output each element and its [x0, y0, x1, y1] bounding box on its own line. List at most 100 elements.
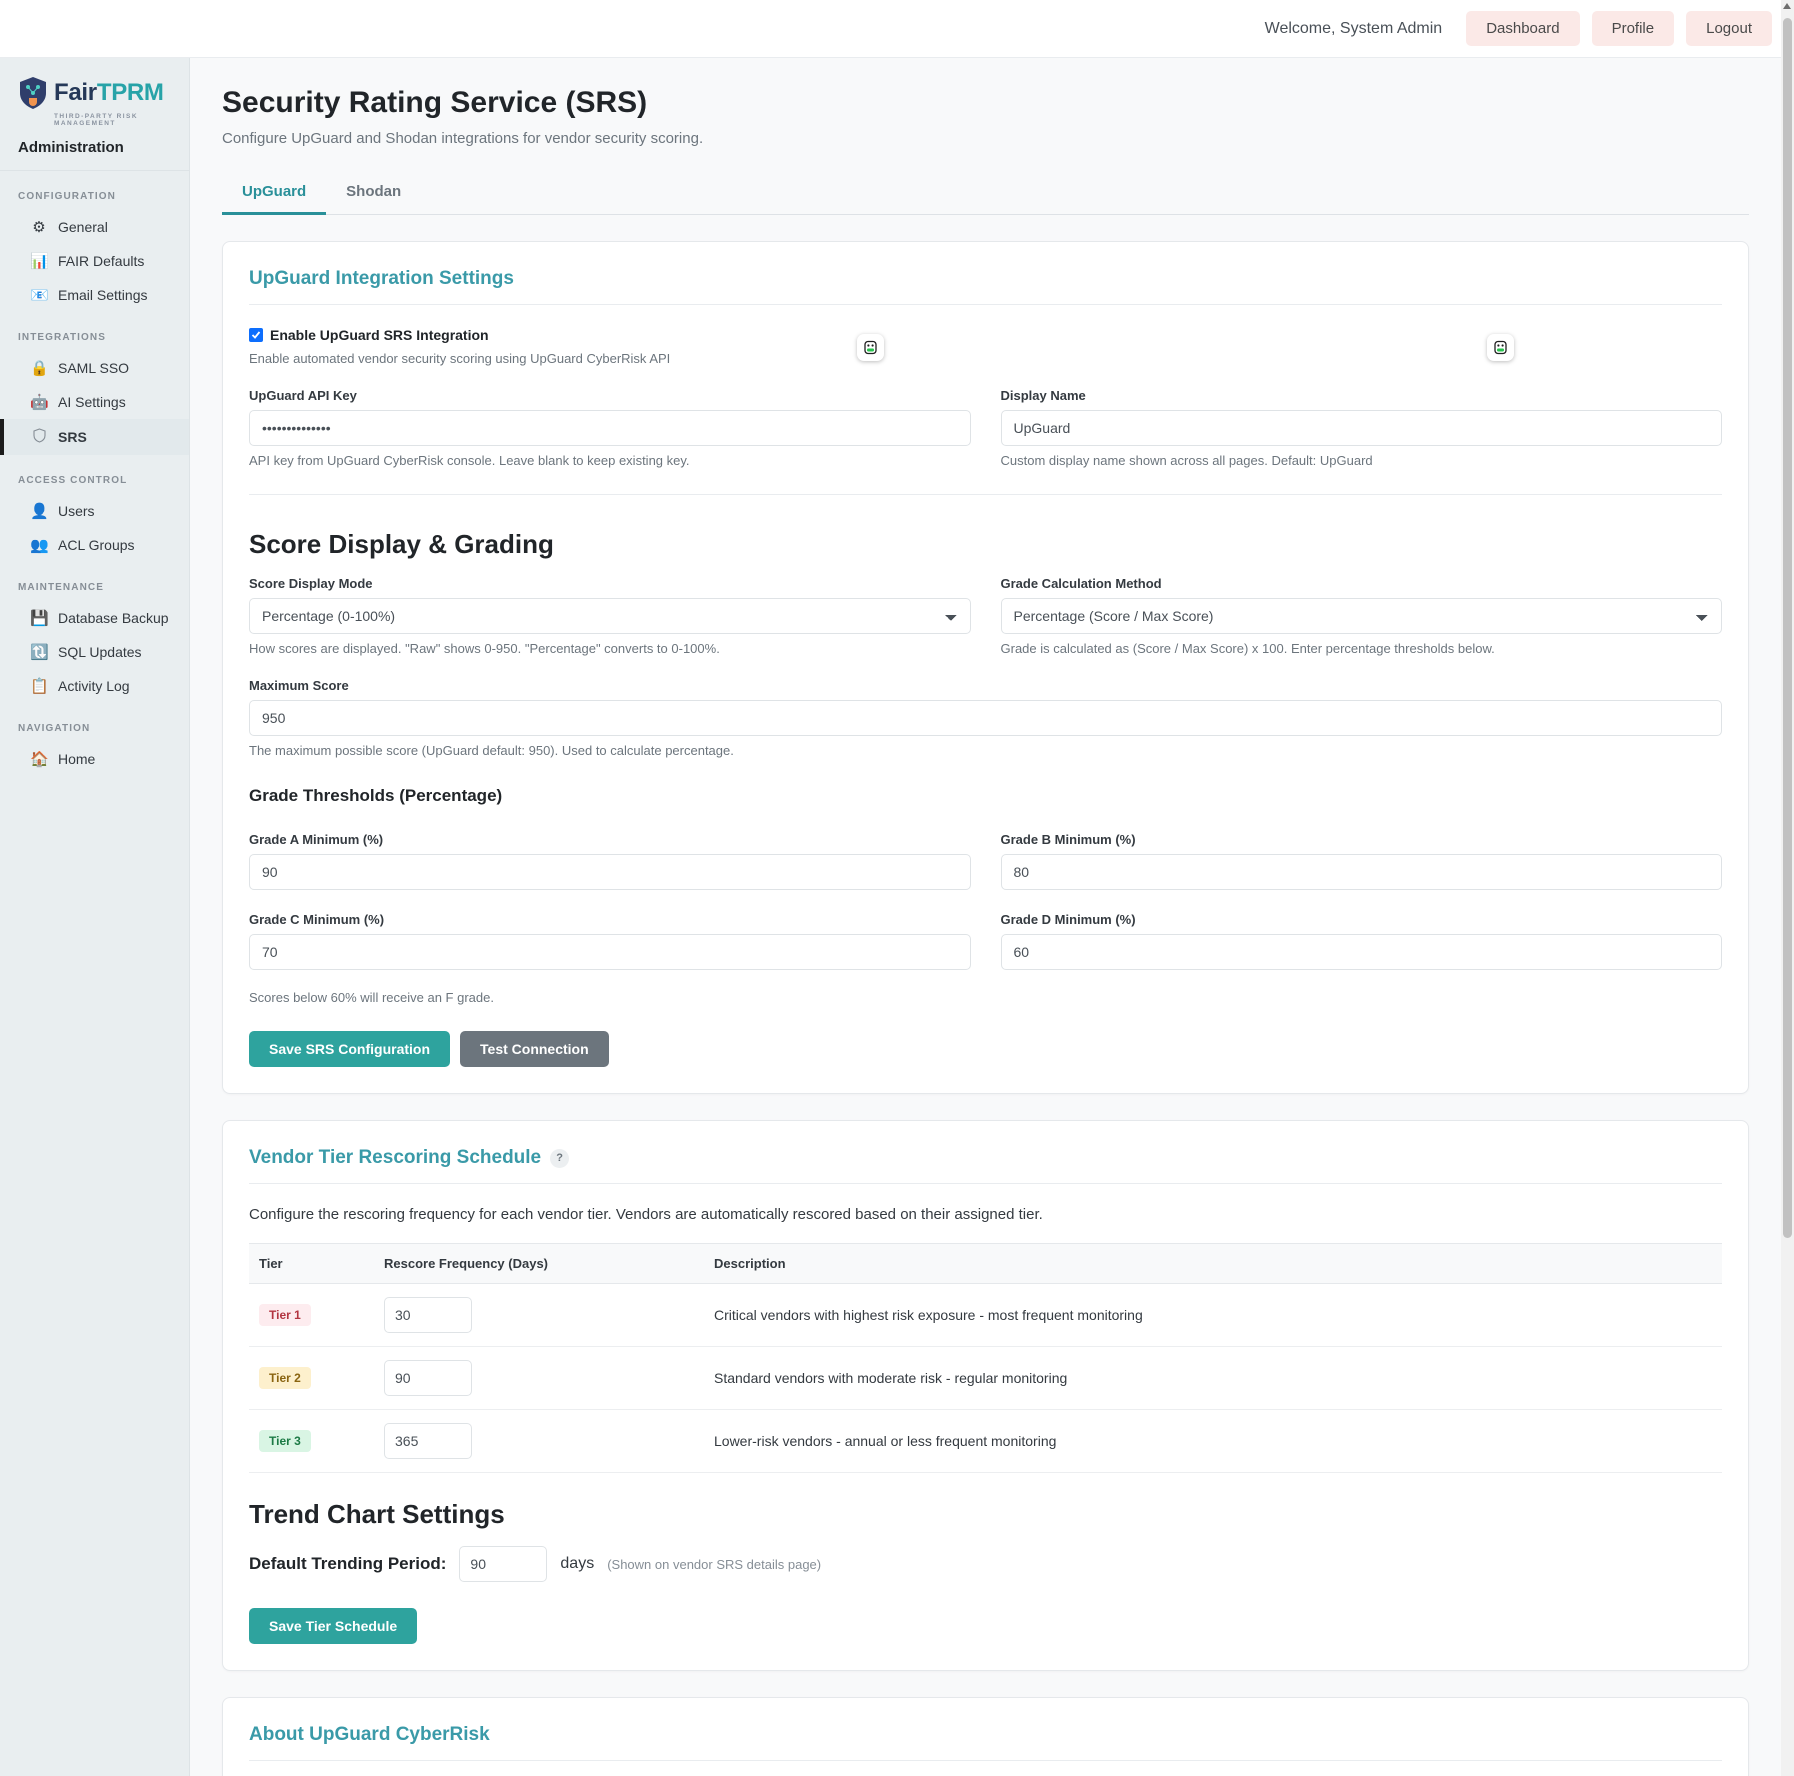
upguard-card-title-text: UpGuard Integration Settings: [249, 268, 514, 289]
max-score-label: Maximum Score: [249, 678, 349, 693]
grade-d-label: Grade D Minimum (%): [1000, 912, 1136, 927]
trend-chart-heading: Trend Chart Settings: [249, 1499, 505, 1529]
sidebar-item-label: Users: [58, 503, 95, 519]
grade-b-minimum-input[interactable]: [1000, 854, 1722, 890]
table-row: Tier 2 Standard vendors with moderate ri…: [249, 1346, 1722, 1410]
sidebar-item-label: Home: [58, 751, 96, 767]
sidebar-item-acl-groups[interactable]: 👥 ACL Groups: [0, 528, 189, 562]
scroll-up-arrow-icon[interactable]: [1783, 3, 1791, 9]
refresh-icon: 🔃: [30, 643, 49, 661]
api-key-field-group: UpGuard API Key API key from UpGuard Cyb…: [249, 388, 971, 468]
sidebar-item-label: Database Backup: [58, 610, 169, 626]
scrollbar-thumb[interactable]: [1783, 18, 1792, 1238]
dashboard-button[interactable]: Dashboard: [1466, 11, 1580, 46]
grade-a-minimum-input[interactable]: [249, 854, 971, 890]
tab-upguard[interactable]: UpGuard: [222, 173, 327, 215]
tier-button-row: Save Tier Schedule: [249, 1608, 1722, 1644]
sidebar: FairTPRM THIRD-PARTY RISK MANAGEMENT Adm…: [0, 58, 190, 1776]
brand-fair-text: Fair: [54, 79, 97, 106]
tier2-frequency-input[interactable]: [384, 1360, 472, 1396]
save-srs-configuration-button[interactable]: Save SRS Configuration: [249, 1031, 451, 1067]
grade-b-label: Grade B Minimum (%): [1000, 832, 1136, 847]
maximum-score-input[interactable]: [249, 700, 1722, 736]
profile-button[interactable]: Profile: [1591, 11, 1675, 46]
about-card-title: About UpGuard CyberRisk: [249, 1724, 1722, 1746]
page-subtitle: Configure UpGuard and Shodan integration…: [222, 130, 704, 147]
frequency-cell: [374, 1346, 704, 1410]
description-cell: Critical vendors with highest risk expos…: [704, 1283, 1722, 1347]
autofill-robot-icon-api-key[interactable]: [857, 334, 884, 361]
score-grading-heading: Score Display & Grading: [249, 529, 554, 559]
display-name-hint: Custom display name shown across all pag…: [1000, 453, 1373, 468]
sidebar-item-ai-settings[interactable]: 🤖 AI Settings: [0, 385, 189, 419]
sidebar-item-activity-log[interactable]: 📋 Activity Log: [0, 669, 189, 703]
grade-ab-grid: Grade A Minimum (%) Grade B Minimum (%): [249, 810, 1722, 890]
enable-integration-checkbox[interactable]: [249, 328, 263, 342]
test-connection-button[interactable]: Test Connection: [460, 1031, 609, 1067]
gear-icon: ⚙: [32, 218, 46, 236]
sidebar-item-sql-updates[interactable]: 🔃 SQL Updates: [0, 635, 189, 669]
sidebar-item-label: SQL Updates: [58, 644, 142, 660]
user-icon: 👤: [30, 502, 49, 520]
card-divider: [249, 1760, 1722, 1761]
lock-icon: 🔒: [30, 359, 49, 377]
nav-section-configuration: CONFIGURATION: [18, 191, 116, 202]
frequency-cell: [374, 1409, 704, 1473]
tier3-frequency-input[interactable]: [384, 1423, 472, 1459]
sidebar-item-saml-sso[interactable]: 🔒 SAML SSO: [0, 351, 189, 385]
grade-a-label: Grade A Minimum (%): [249, 832, 384, 847]
grade-calculation-method-select[interactable]: Percentage (Score / Max Score) Raw Score…: [1000, 598, 1722, 634]
sidebar-item-email-settings[interactable]: 📧 Email Settings: [0, 278, 189, 312]
help-icon[interactable]: ?: [550, 1148, 570, 1168]
sidebar-item-label: AI Settings: [58, 394, 126, 410]
grade-c-minimum-input[interactable]: [249, 934, 971, 970]
display-name-input[interactable]: [1000, 410, 1722, 446]
sidebar-item-label: SRS: [58, 429, 87, 445]
grade-c-label: Grade C Minimum (%): [249, 912, 385, 927]
tab-shodan[interactable]: Shodan: [346, 183, 402, 200]
max-score-hint: The maximum possible score (UpGuard defa…: [249, 743, 734, 758]
calc-method-label: Grade Calculation Method: [1000, 576, 1162, 591]
table-row: Tier 3 Lower-risk vendors - annual or le…: [249, 1409, 1722, 1473]
page-title: Security Rating Service (SRS): [222, 86, 648, 119]
enable-integration-row[interactable]: Enable UpGuard SRS Integration: [249, 327, 1722, 343]
tier-schedule-table: Tier Rescore Frequency (Days) Descriptio…: [249, 1243, 1722, 1473]
grade-cd-grid: Grade C Minimum (%) Grade D Minimum (%): [249, 890, 1722, 970]
tier-cell: Tier 1: [249, 1283, 374, 1347]
column-header-description: Description: [704, 1243, 1722, 1284]
shield-logo-icon: [18, 76, 48, 110]
column-header-tier: Tier: [249, 1243, 374, 1284]
display-name-label: Display Name: [1000, 388, 1086, 403]
upguard-card-title: UpGuard Integration Settings: [249, 268, 1722, 290]
home-icon: 🏠: [30, 750, 49, 768]
grade-a-field-group: Grade A Minimum (%): [249, 832, 971, 890]
sidebar-item-users[interactable]: 👤 Users: [0, 494, 189, 528]
sidebar-item-database-backup[interactable]: 💾 Database Backup: [0, 601, 189, 635]
frequency-cell: [374, 1283, 704, 1347]
grade-d-minimum-input[interactable]: [1000, 934, 1722, 970]
api-key-label: UpGuard API Key: [249, 388, 357, 403]
about-card-title-text: About UpGuard CyberRisk: [249, 1724, 490, 1745]
tier1-frequency-input[interactable]: [384, 1297, 472, 1333]
display-mode-field-group: Score Display Mode Percentage (0-100%) R…: [249, 576, 971, 656]
tier-description: Configure the rescoring frequency for ea…: [249, 1206, 1043, 1223]
tier-cell: Tier 2: [249, 1346, 374, 1410]
floppy-disk-icon: 💾: [30, 609, 49, 627]
api-key-input[interactable]: [249, 410, 971, 446]
tier-cell: Tier 3: [249, 1409, 374, 1473]
autofill-robot-icon-display-name[interactable]: [1487, 334, 1514, 361]
score-display-mode-select[interactable]: Percentage (0-100%) Raw (0-950): [249, 598, 971, 634]
top-bar: Welcome, System Admin Dashboard Profile …: [0, 0, 1794, 58]
sidebar-item-srs[interactable]: SRS: [0, 419, 189, 455]
sidebar-item-general[interactable]: ⚙ General: [0, 210, 189, 244]
robot-icon: 🤖: [30, 393, 49, 411]
column-header-frequency: Rescore Frequency (Days): [374, 1243, 704, 1284]
sidebar-item-label: Email Settings: [58, 287, 148, 303]
logout-button[interactable]: Logout: [1686, 11, 1772, 46]
page-scrollbar[interactable]: [1781, 0, 1794, 1776]
sidebar-item-fair-defaults[interactable]: 📊 FAIR Defaults: [0, 244, 189, 278]
save-tier-schedule-button[interactable]: Save Tier Schedule: [249, 1608, 418, 1644]
sidebar-item-label: General: [58, 219, 108, 235]
sidebar-item-home[interactable]: 🏠 Home: [0, 742, 189, 776]
default-trending-period-input[interactable]: [459, 1546, 548, 1582]
